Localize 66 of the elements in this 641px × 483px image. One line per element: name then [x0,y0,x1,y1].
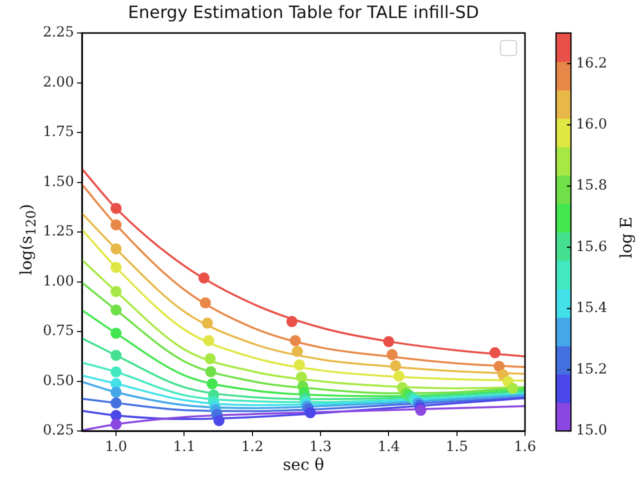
point [206,378,218,390]
point [110,286,122,297]
point [205,366,216,378]
line-series [82,282,525,394]
point [110,202,122,214]
point [202,318,213,329]
point [110,350,122,361]
y-tick-label: 1.50 [42,174,74,190]
y-tick-label: 1.75 [42,124,74,140]
line-series [82,380,525,410]
point [383,336,394,348]
point [110,397,122,408]
point [294,359,305,370]
line-series [82,374,525,406]
point [415,404,426,416]
line-series [82,362,525,404]
color-bar-label: 15.0 [576,422,608,439]
point [490,347,501,358]
point [203,335,214,346]
y-tick-label: 2.00 [42,74,74,90]
chart-title: Energy Estimation Table for TALE infill-SD [127,3,480,23]
x-tick-label: 1.3 [309,439,332,456]
x-tick-label: 1.2 [241,439,264,456]
color-bar-label: 15.2 [576,361,608,378]
point [390,360,402,372]
color-bar-label: 16.2 [576,55,608,72]
x-tick-label: 1.6 [514,439,536,456]
color-bar-label: 15.8 [576,178,608,194]
point [296,372,307,383]
color-bar-label: 15.4 [576,300,608,316]
line-series [82,337,525,400]
y-tick-label: 2.25 [42,24,74,41]
point [213,415,224,426]
point [110,366,122,378]
color-bar-label: 16.0 [576,116,608,132]
point [286,316,298,328]
point [110,243,122,254]
x-axis-title: sec θ [282,455,326,474]
point [110,418,122,430]
x-tick-label: 1.4 [378,439,400,456]
color-bar-title: log E [616,216,636,260]
point [304,407,316,418]
point [200,297,211,308]
point [110,262,122,273]
y-tick-label: 0.25 [42,422,74,439]
y-tick-label: 0.50 [42,372,74,389]
y-tick-label: 0.75 [42,323,74,340]
point [292,346,303,357]
y-tick-label: 1.00 [42,273,74,290]
point [393,370,404,382]
point [198,272,210,284]
point [507,382,518,394]
line-series [82,309,525,398]
point [494,360,505,372]
x-tick-label: 1.1 [173,439,196,456]
point [386,349,398,360]
y-tick-label: 1.25 [42,224,74,240]
point [110,386,122,398]
point [110,304,122,316]
x-tick-label: 1.0 [104,439,128,456]
point [290,335,301,346]
x-tick-label: 1.5 [446,439,468,456]
point [110,219,122,230]
color-bar-label: 15.6 [576,238,608,255]
point [204,353,216,364]
point [110,328,122,339]
